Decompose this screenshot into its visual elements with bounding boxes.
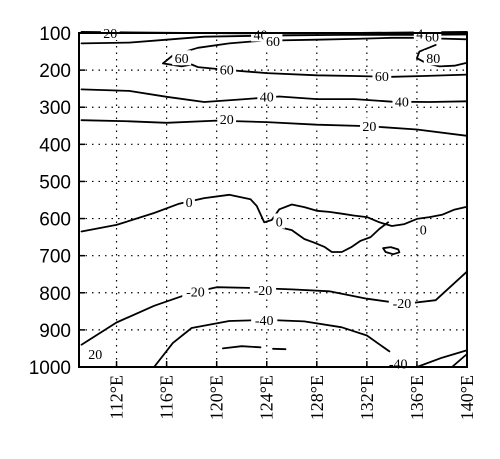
contour-label-bg xyxy=(273,213,285,229)
contour-label: 0 xyxy=(420,224,427,239)
x-tick-label: 112°E xyxy=(107,375,127,420)
y-tick-label: 500 xyxy=(39,172,71,193)
contour-label: 60 xyxy=(175,52,189,67)
contour-line xyxy=(451,353,468,368)
contour-label-bg xyxy=(172,50,192,66)
plot-frame xyxy=(78,32,468,368)
x-axis: 112°E 116°E 120°E 124°E 128°E 132°E 136°E 140°E xyxy=(107,361,477,420)
y-tick-label: 900 xyxy=(39,321,71,342)
contour-label: 20 xyxy=(220,113,234,128)
contour-label-bg xyxy=(182,283,209,299)
contour-label-bg xyxy=(392,93,412,109)
y-tick-label: 1000 xyxy=(29,358,71,379)
y-tick-label: 300 xyxy=(39,98,71,119)
contour-label: 60 xyxy=(375,70,389,85)
contour-label: -20 xyxy=(254,284,273,299)
y-tick-label: 600 xyxy=(39,210,71,231)
x-tick-label: 136°E xyxy=(407,375,427,420)
contour-line xyxy=(80,119,468,137)
contour-label-bg xyxy=(85,346,105,362)
contour-label: -20 xyxy=(186,285,205,300)
contour-label: 20 xyxy=(103,27,117,42)
contour-line xyxy=(222,345,262,350)
x-tick-label: 140°E xyxy=(457,375,477,420)
x-tick-label: 124°E xyxy=(257,375,277,420)
contour-labels: 20404060606060608040402020000-20-20-2020… xyxy=(85,25,443,372)
contour-line xyxy=(80,193,468,233)
x-tick-label: 120°E xyxy=(207,375,227,420)
contour-line xyxy=(382,246,401,256)
contour-label-bg xyxy=(372,68,392,84)
contour-label-bg xyxy=(423,50,443,66)
contour-label: 0 xyxy=(276,216,283,231)
contour-line xyxy=(280,221,389,253)
contour-label: -40 xyxy=(389,357,408,372)
contour-label: 60 xyxy=(425,31,439,46)
contour-label-bg xyxy=(388,294,416,310)
contour-label: 60 xyxy=(220,64,234,79)
contour-label: -20 xyxy=(393,297,412,312)
contour-line xyxy=(416,349,468,368)
y-tick-label: 700 xyxy=(39,247,71,268)
contour-line xyxy=(278,36,468,42)
contour-label: 40 xyxy=(260,90,274,105)
contour-label: 80 xyxy=(426,52,440,67)
contour-label-bg xyxy=(359,118,379,134)
x-tick-label: 116°E xyxy=(157,375,177,420)
y-axis: 100 200 300 400 500 600 700 800 900 1000 xyxy=(29,24,85,379)
contour-label-bg xyxy=(417,221,429,237)
contour-label: 0 xyxy=(186,196,193,211)
contour-label: 20 xyxy=(362,120,376,135)
x-tick-label: 128°E xyxy=(307,375,327,420)
contour-label-bg xyxy=(183,194,195,210)
contour-line xyxy=(162,39,468,78)
contour-label: 40 xyxy=(395,96,409,111)
contour-label-bg xyxy=(249,281,277,297)
contour-label: 60 xyxy=(266,35,280,50)
contour-label-bg xyxy=(217,111,237,127)
contour-label-bg xyxy=(217,61,237,77)
contour-label-bg xyxy=(251,311,278,327)
contour-line xyxy=(80,33,468,45)
contour-label: -40 xyxy=(255,314,274,329)
contour-label-bg xyxy=(263,32,283,48)
y-tick-label: 200 xyxy=(39,61,71,82)
y-tick-label: 100 xyxy=(39,24,71,45)
y-tick-label: 800 xyxy=(39,284,71,305)
contour-label-bg xyxy=(257,88,277,104)
y-tick-label: 400 xyxy=(39,135,71,156)
x-tick-label: 132°E xyxy=(357,375,377,420)
contour-label: 20 xyxy=(88,348,102,363)
